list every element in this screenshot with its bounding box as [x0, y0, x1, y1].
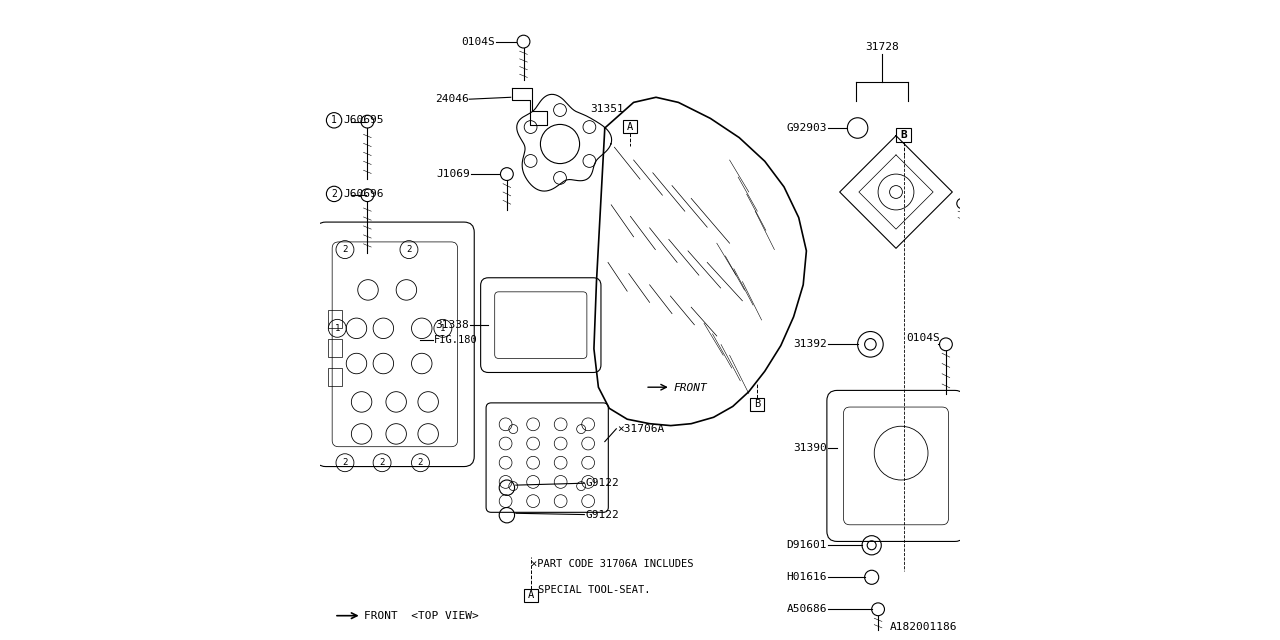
- Text: 2: 2: [379, 458, 385, 467]
- Text: A: A: [527, 590, 534, 600]
- Text: 2: 2: [417, 458, 424, 467]
- Text: 31351: 31351: [590, 104, 623, 114]
- Text: 0104S: 0104S: [906, 333, 940, 343]
- Text: J1069: J1069: [436, 169, 471, 179]
- Bar: [328, 310, 342, 328]
- Text: FIG.180: FIG.180: [434, 335, 477, 346]
- Bar: [896, 128, 911, 142]
- Text: FRONT: FRONT: [673, 383, 707, 394]
- Text: ×31706A: ×31706A: [618, 424, 664, 434]
- Text: 31338: 31338: [435, 320, 470, 330]
- Text: A182001186: A182001186: [890, 622, 957, 632]
- Bar: [623, 120, 637, 133]
- Bar: [328, 368, 342, 386]
- Text: B: B: [754, 399, 760, 410]
- Text: 2: 2: [342, 245, 348, 254]
- Text: J60696: J60696: [343, 189, 384, 199]
- Bar: [750, 398, 764, 411]
- Text: ×PART CODE 31706A INCLUDES: ×PART CODE 31706A INCLUDES: [531, 559, 694, 570]
- Text: A: A: [627, 122, 632, 132]
- Text: 2: 2: [342, 458, 348, 467]
- Text: 2: 2: [332, 189, 337, 199]
- Bar: [328, 339, 342, 357]
- Text: 2: 2: [406, 245, 412, 254]
- Text: 31728: 31728: [865, 42, 899, 52]
- Bar: [524, 589, 538, 602]
- Text: 1: 1: [332, 115, 337, 125]
- Text: 31390: 31390: [794, 443, 827, 453]
- Text: D91601: D91601: [786, 540, 827, 550]
- Text: 24046: 24046: [435, 94, 468, 104]
- Text: FRONT  <TOP VIEW>: FRONT <TOP VIEW>: [364, 611, 479, 621]
- Text: G9122: G9122: [585, 509, 620, 520]
- Text: SPECIAL TOOL-SEAT.: SPECIAL TOOL-SEAT.: [538, 585, 650, 595]
- Text: 0104S: 0104S: [461, 36, 495, 47]
- Text: A50686: A50686: [786, 604, 827, 614]
- Text: H01616: H01616: [786, 572, 827, 582]
- Text: G9122: G9122: [585, 478, 620, 488]
- Text: G92903: G92903: [786, 123, 827, 133]
- Text: B: B: [900, 130, 908, 140]
- Text: J60695: J60695: [343, 115, 384, 125]
- Text: 1: 1: [334, 324, 340, 333]
- Text: 1: 1: [440, 324, 445, 333]
- Text: 31392: 31392: [794, 339, 827, 349]
